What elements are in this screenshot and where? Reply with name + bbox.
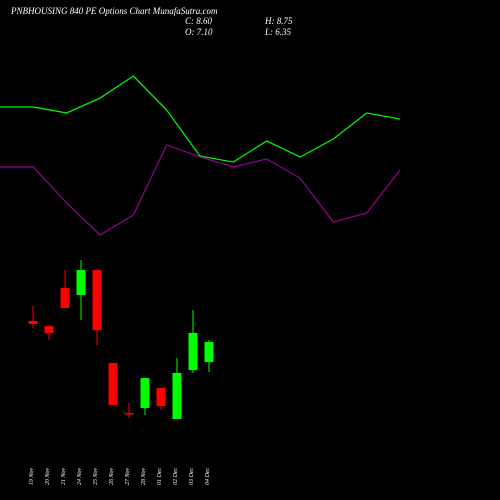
open-label: O: 7.10 [185,27,213,37]
candle-body [188,332,198,371]
candle-body [28,320,38,325]
candle-body [156,388,166,407]
candle-body [172,372,182,419]
x-tick-label: 24 Nov [76,467,83,485]
x-tick-label: 02 Dec [173,468,179,485]
candle-body [140,378,150,409]
candle-body [204,342,214,363]
high-label: H: 8.75 [264,16,293,26]
candle-body [108,362,118,405]
x-tick-label: 03 Dec [189,468,195,485]
x-tick-label: 26 Nov [109,467,115,485]
x-tick-label: 01 Dec [157,468,163,485]
x-tick-label: 27 Nov [125,467,131,485]
x-tick-label: 19 Nov [29,467,35,485]
low-label: L: 6.35 [264,27,292,37]
candle-body [92,270,102,331]
x-tick-label: 21 Nov [61,467,67,485]
chart-title: PNBHOUSING 840 PE Options Chart MunafaSu… [10,6,218,16]
close-label: C: 8.60 [185,16,213,26]
x-tick-label: 20 Nov [45,467,51,485]
line [0,75,401,163]
x-tick-label: 04 Dec [204,468,211,485]
candle-body [60,288,70,309]
candle-body [124,412,134,415]
line [0,144,401,236]
candle-body [44,326,54,333]
x-tick-label: 25 Nov [93,467,99,485]
candle-body [76,270,86,295]
x-tick-label: 28 Nov [141,467,147,485]
